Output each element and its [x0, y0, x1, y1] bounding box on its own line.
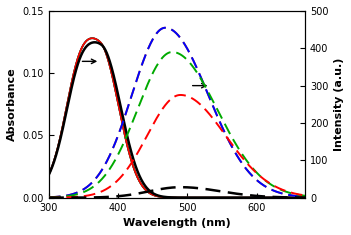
- X-axis label: Wavelength (nm): Wavelength (nm): [123, 218, 231, 228]
- Y-axis label: Intensity (a.u.): Intensity (a.u.): [334, 58, 344, 151]
- Y-axis label: Absorbance: Absorbance: [7, 67, 17, 141]
